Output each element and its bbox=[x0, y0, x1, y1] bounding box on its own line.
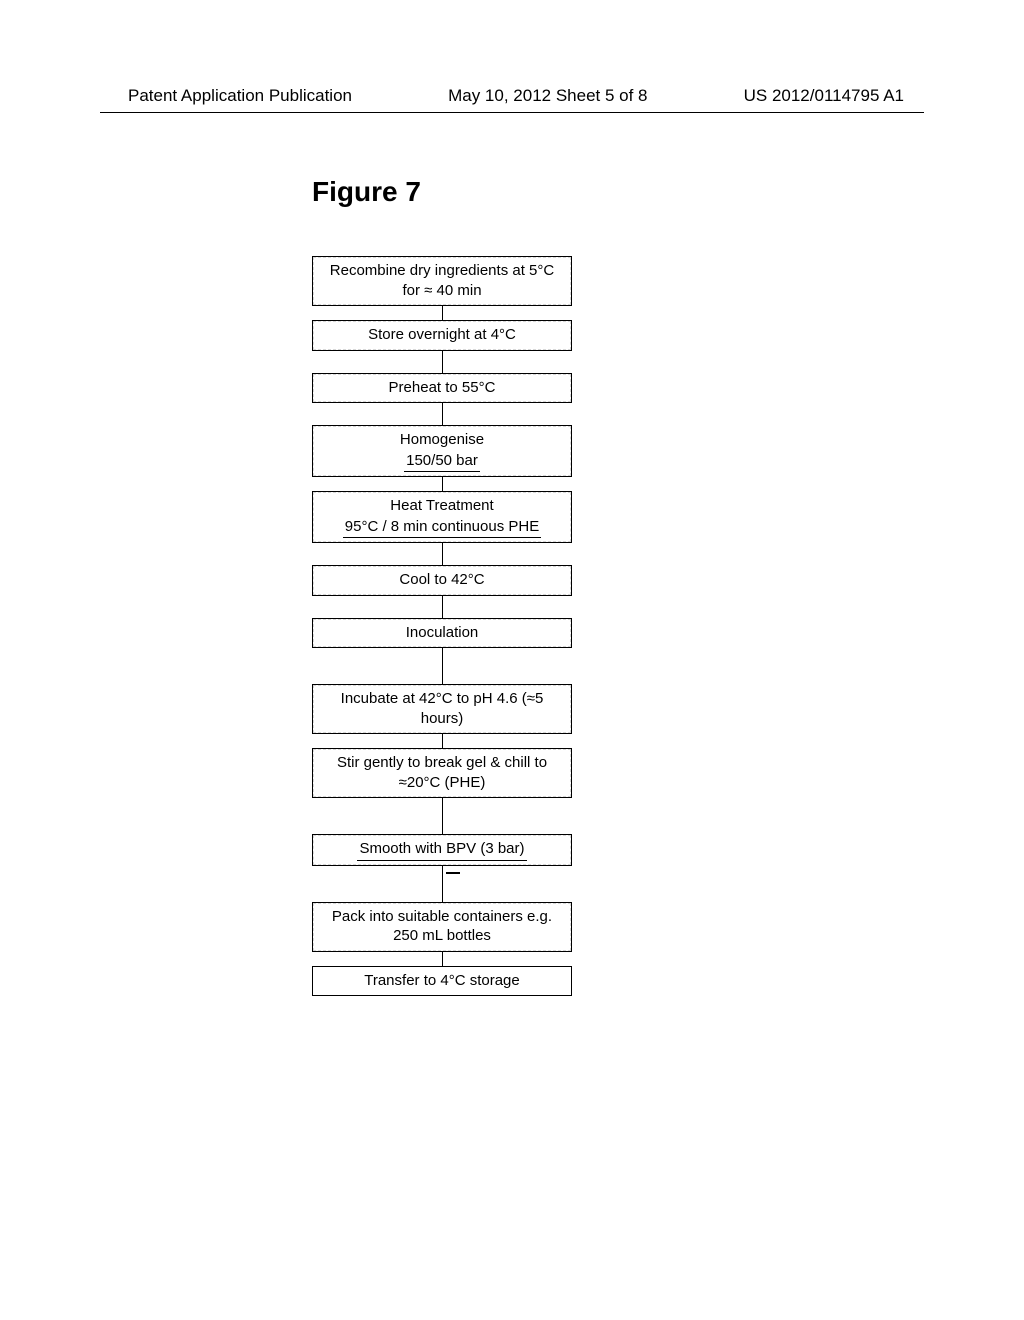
stray-dash bbox=[446, 872, 460, 874]
header-rule bbox=[100, 112, 924, 113]
flow-node-text: Pack into suitable containers e.g. 250 m… bbox=[319, 907, 565, 947]
flow-connector bbox=[442, 477, 443, 491]
flow-node: Smooth with BPV (3 bar) bbox=[312, 834, 572, 866]
flow-node: Pack into suitable containers e.g. 250 m… bbox=[312, 902, 572, 952]
flowchart: Recombine dry ingredients at 5°C for ≈ 4… bbox=[312, 256, 572, 996]
header-right: US 2012/0114795 A1 bbox=[744, 86, 904, 106]
flow-node: Transfer to 4°C storage bbox=[312, 966, 572, 997]
flow-connector bbox=[442, 403, 443, 425]
flow-connector bbox=[442, 543, 443, 565]
flow-node-text: Cool to 42°C bbox=[397, 570, 486, 591]
flow-node: Recombine dry ingredients at 5°C for ≈ 4… bbox=[312, 256, 572, 306]
flow-connector bbox=[442, 306, 443, 320]
flow-node: Stir gently to break gel & chill to ≈20°… bbox=[312, 748, 572, 798]
flow-node-text: Heat Treatment bbox=[388, 496, 495, 517]
flow-node: Incubate at 42°C to pH 4.6 (≈5 hours) bbox=[312, 684, 572, 734]
flow-connector bbox=[442, 648, 443, 684]
flow-node: Inoculation bbox=[312, 618, 572, 649]
flow-node-text: Recombine dry ingredients at 5°C for ≈ 4… bbox=[319, 261, 565, 301]
figure-title: Figure 7 bbox=[312, 176, 421, 208]
flow-node-text: Preheat to 55°C bbox=[387, 378, 498, 399]
header-mid: May 10, 2012 Sheet 5 of 8 bbox=[448, 86, 647, 106]
flow-connector bbox=[442, 734, 443, 748]
header-left: Patent Application Publication bbox=[128, 86, 352, 106]
flow-node: Cool to 42°C bbox=[312, 565, 572, 596]
flow-connector bbox=[442, 596, 443, 618]
flow-connector bbox=[442, 351, 443, 373]
page-header: Patent Application Publication May 10, 2… bbox=[0, 86, 1024, 106]
flow-node: Heat Treatment 95°C / 8 min continuous P… bbox=[312, 491, 572, 543]
flow-node-text: Incubate at 42°C to pH 4.6 (≈5 hours) bbox=[319, 689, 565, 729]
flow-node-text: Smooth with BPV (3 bar) bbox=[357, 839, 526, 861]
flow-connector bbox=[442, 798, 443, 834]
flow-node-text: Stir gently to break gel & chill to ≈20°… bbox=[319, 753, 565, 793]
flow-node-text: Store overnight at 4°C bbox=[366, 325, 518, 346]
flow-node-text: Inoculation bbox=[404, 623, 481, 644]
flow-connector bbox=[442, 866, 443, 902]
flow-node-sub: 150/50 bar bbox=[404, 451, 480, 473]
flow-node-sub: 95°C / 8 min continuous PHE bbox=[343, 517, 541, 539]
flow-node-text: Homogenise bbox=[398, 430, 486, 451]
flow-connector bbox=[442, 952, 443, 966]
flow-node: Preheat to 55°C bbox=[312, 373, 572, 404]
flow-node: Homogenise 150/50 bar bbox=[312, 425, 572, 477]
flow-node: Store overnight at 4°C bbox=[312, 320, 572, 351]
flow-node-text: Transfer to 4°C storage bbox=[362, 971, 522, 992]
